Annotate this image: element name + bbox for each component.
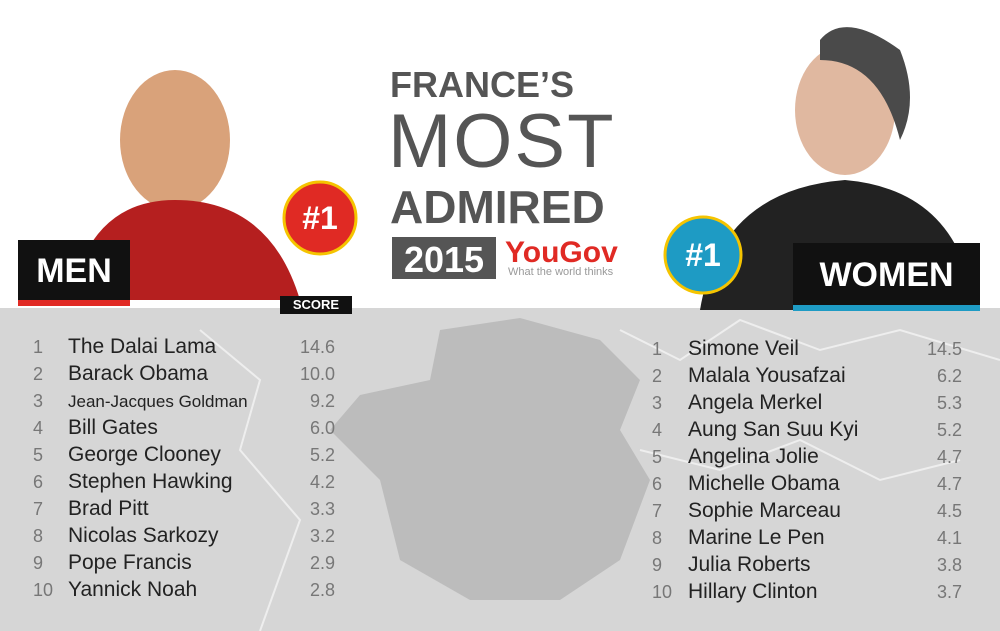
- name: Aung San Suu Kyi: [688, 418, 859, 441]
- rank: 3: [33, 391, 44, 411]
- rank: 5: [33, 445, 44, 465]
- name: Brad Pitt: [68, 497, 149, 520]
- score: 4.1: [936, 528, 962, 548]
- rank: 6: [652, 474, 663, 494]
- score: 4.2: [309, 472, 335, 492]
- rank: 1: [33, 337, 44, 357]
- score: 2.9: [309, 553, 335, 573]
- rank: 8: [652, 528, 663, 548]
- tagline: What the world thinks: [508, 266, 614, 278]
- rank: 3: [652, 393, 663, 413]
- score: 9.2: [309, 391, 335, 411]
- name: Angelina Jolie: [688, 445, 819, 468]
- name: Angela Merkel: [688, 391, 823, 414]
- rank: 8: [33, 526, 44, 546]
- men-badge: #1: [302, 200, 338, 236]
- women-badge: #1: [685, 237, 721, 273]
- rank: 1: [652, 339, 663, 359]
- title-line3: ADMIRED: [390, 181, 605, 233]
- name: Pope Francis: [68, 551, 192, 574]
- rank: 10: [33, 580, 54, 600]
- name: Stephen Hawking: [68, 470, 233, 493]
- score: 3.3: [309, 499, 335, 519]
- name: Yannick Noah: [68, 578, 198, 601]
- rank: 2: [33, 364, 44, 384]
- score: 14.5: [926, 339, 962, 359]
- title-line2: MOST: [388, 99, 616, 184]
- score: 5.2: [936, 420, 962, 440]
- rank: 4: [652, 420, 663, 440]
- rank: 5: [652, 447, 663, 467]
- score: 4.5: [936, 501, 962, 521]
- name: Barack Obama: [68, 362, 209, 385]
- rank: 9: [33, 553, 44, 573]
- name: Marine Le Pen: [688, 526, 825, 549]
- score: 3.2: [309, 526, 335, 546]
- name: Julia Roberts: [688, 553, 811, 576]
- name: The Dalai Lama: [68, 335, 217, 358]
- name: George Clooney: [68, 443, 221, 466]
- title-line1: FRANCE’S: [390, 64, 575, 105]
- rank: 10: [652, 582, 673, 602]
- rank: 7: [33, 499, 44, 519]
- name: Simone Veil: [688, 337, 799, 360]
- name: Malala Yousafzai: [688, 364, 846, 387]
- score-label: SCORE: [292, 297, 340, 312]
- rank: 4: [33, 418, 44, 438]
- rank: 2: [652, 366, 663, 386]
- score: 3.8: [936, 555, 962, 575]
- name: Jean-Jacques Goldman: [68, 392, 248, 411]
- score: 10.0: [299, 364, 335, 384]
- rank: 7: [652, 501, 663, 521]
- brand: YouGov: [505, 236, 618, 269]
- rank: 9: [652, 555, 663, 575]
- score: 3.7: [936, 582, 962, 602]
- score: 5.3: [936, 393, 962, 413]
- name: Michelle Obama: [688, 472, 840, 495]
- score: 6.0: [309, 418, 335, 438]
- name: Nicolas Sarkozy: [68, 524, 219, 547]
- men-label: MEN: [36, 252, 112, 290]
- score: 2.8: [309, 580, 335, 600]
- score: 5.2: [309, 445, 335, 465]
- name: Bill Gates: [68, 416, 158, 439]
- score: 4.7: [936, 474, 962, 494]
- rank: 6: [33, 472, 44, 492]
- year: 2015: [403, 239, 485, 280]
- name: Sophie Marceau: [688, 499, 841, 522]
- score: 14.6: [299, 337, 335, 357]
- women-label: WOMEN: [819, 256, 954, 294]
- name: Hillary Clinton: [688, 580, 818, 603]
- score: 4.7: [936, 447, 962, 467]
- score: 6.2: [936, 366, 962, 386]
